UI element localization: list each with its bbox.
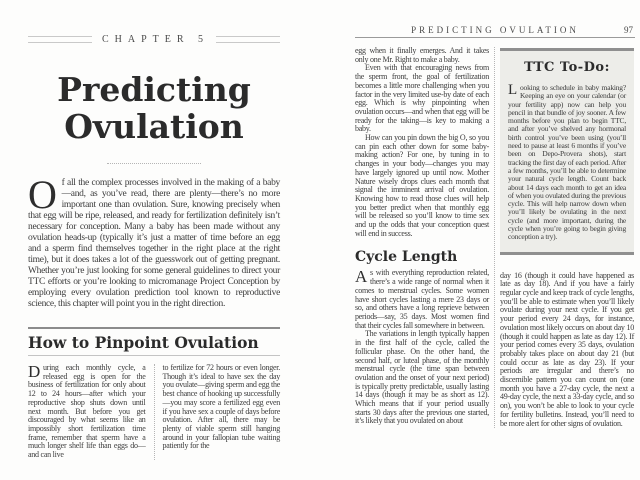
cycle-length-paragraph-2: The variations in length typically happe… [355, 329, 489, 426]
pinpoint-col1-text: uring each monthly cycle, a released egg… [28, 363, 146, 460]
paragraph-encouraging-news: Even with that encouraging news from the… [355, 63, 489, 134]
pinpoint-dropcap: D [28, 362, 41, 381]
title-divider [107, 162, 201, 164]
running-header: PREDICTING OVULATION 97 [355, 22, 635, 38]
column-divider-left-page [153, 364, 155, 460]
cycle-length-dropcap: A [355, 267, 368, 287]
paragraph-big-o: How can you pin down the big O, so you c… [355, 133, 489, 238]
ttc-todo-title: TTC To-Do: [524, 60, 610, 75]
pinpoint-col2-paragraph: to fertilize for 72 hours or even longer… [162, 363, 281, 451]
chapter-label: CHAPTER 5 [101, 34, 210, 45]
chapter-header: CHAPTER 5 [28, 34, 280, 45]
paragraph-mr-right: egg when it finally emerges. And it take… [355, 46, 489, 64]
running-header-title: PREDICTING OVULATION [411, 25, 579, 35]
section-rule-top [28, 327, 280, 329]
intro-text: f all the complex processes involved in … [28, 178, 280, 309]
section-heading: How to Pinpoint Ovulation [28, 329, 280, 356]
chapter-rule-left [28, 36, 92, 43]
page-number: 97 [624, 25, 633, 35]
intro-dropcap: O [28, 172, 57, 217]
right-page-column-1: egg when it finally emerges. And it take… [355, 46, 489, 428]
chapter-title-line2: Ovulation [64, 107, 244, 146]
cycle-length-heading: Cycle Length [355, 249, 458, 266]
ttc-todo-text: ooking to schedule in baby making? Keepi… [508, 83, 626, 242]
right-page-columns: egg when it finally emerges. And it take… [355, 46, 635, 429]
column-divider-right-page [494, 47, 495, 429]
paragraph-day-16: day 16 (though it could have happened as… [500, 270, 634, 428]
chapter-title: Predicting Ovulation [28, 71, 280, 145]
cycle-length-text: s with everything reproduction related, … [355, 268, 489, 330]
chapter-rule-right [216, 36, 280, 43]
pinpoint-column-2: to fertilize for 72 hours or even longer… [162, 363, 281, 460]
ttc-todo-dropcap: L [508, 82, 517, 98]
chapter-title-line1: Predicting [57, 70, 251, 109]
right-page: PREDICTING OVULATION 97 egg when it fina… [355, 22, 635, 429]
